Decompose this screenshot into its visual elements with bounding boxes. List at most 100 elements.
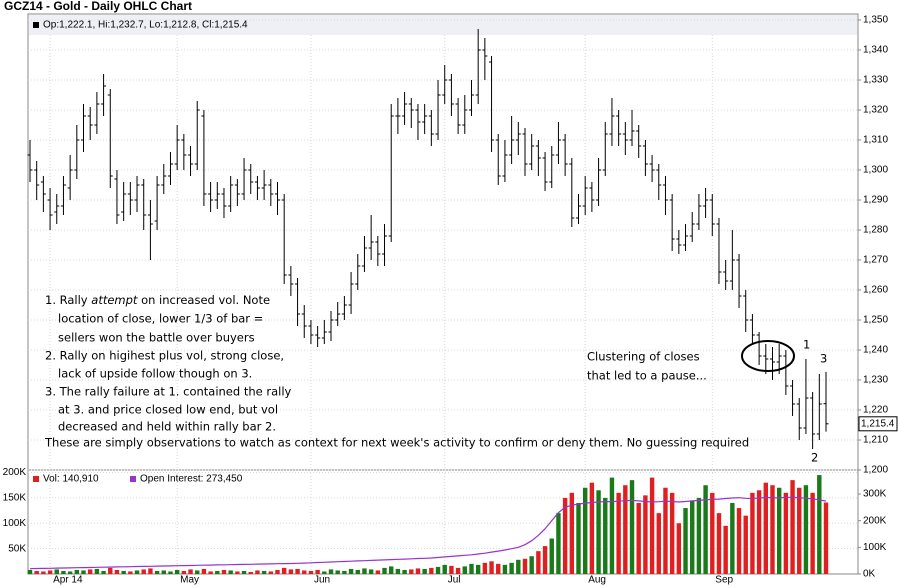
- volume-bar: [723, 525, 728, 574]
- legend-icon: [33, 22, 39, 28]
- volume-bar: [302, 570, 307, 574]
- volume-bar: [261, 570, 267, 574]
- volume-bar: [389, 566, 394, 574]
- volume-bar: [797, 487, 802, 574]
- volume-bar: [475, 564, 481, 574]
- volume-bar: [776, 487, 782, 574]
- y-tick-label: 1,260: [863, 285, 888, 296]
- volume-bar: [34, 570, 39, 574]
- volume-bar: [121, 570, 126, 574]
- volume-bar: [54, 569, 59, 574]
- marker-label: 3: [820, 352, 827, 366]
- volume-bar: [823, 502, 829, 574]
- y-tick-label: 1,330: [863, 75, 888, 86]
- volume-bar: [161, 570, 166, 574]
- volume-bar: [382, 567, 387, 574]
- volume-bar: [790, 480, 795, 574]
- volume-bar: [542, 546, 548, 574]
- volume-bar: [168, 571, 173, 574]
- volume-bar: [763, 482, 768, 574]
- volume-bar: [74, 569, 80, 574]
- volume-bar: [636, 502, 641, 574]
- volume-bar: [241, 570, 247, 574]
- volume-bar: [295, 568, 300, 574]
- volume-bar: [288, 569, 294, 574]
- y-tick-label: 1,340: [863, 45, 888, 56]
- x-tick-label: Aug: [588, 575, 606, 586]
- volume-bar: [810, 492, 815, 574]
- volume-bar: [362, 568, 367, 574]
- x-tick-label: Jul: [448, 575, 461, 586]
- volume-bar: [348, 568, 354, 574]
- volume-bar: [322, 571, 327, 574]
- y-tick-label: 1,240: [863, 345, 888, 356]
- open-interest-line: [29, 496, 827, 570]
- volume-bar: [61, 570, 66, 574]
- volume-bar: [656, 513, 661, 574]
- annotation: sellers won the battle over buyers: [58, 331, 255, 345]
- volume-bar: [496, 563, 501, 574]
- volume-bar: [181, 570, 187, 574]
- volume-bar: [623, 485, 628, 574]
- volume-bar: [736, 508, 742, 574]
- volume-bar: [402, 569, 407, 574]
- volume-bar: [743, 515, 748, 574]
- volume-bar: [328, 569, 334, 574]
- volume-bar: [248, 571, 253, 574]
- volume-bar: [783, 492, 789, 574]
- volume-bar: [308, 570, 314, 574]
- y-tick-label: 1,210: [863, 435, 888, 446]
- volume-bar: [643, 495, 648, 574]
- volume-bar: [529, 556, 534, 574]
- volume-bar: [154, 570, 160, 574]
- volume-bar: [756, 490, 762, 574]
- x-tick-label: Jun: [314, 575, 330, 586]
- volume-bar: [108, 567, 113, 574]
- volume-bar: [395, 568, 401, 574]
- annotation-part: attempt: [91, 293, 138, 307]
- volume-bar: [462, 566, 467, 574]
- volume-bar: [703, 485, 708, 574]
- volume-bar: [683, 508, 688, 574]
- annotation-part: on increased vol. Note: [137, 293, 270, 307]
- volume-bar: [616, 492, 621, 574]
- y2-tick-label: 100K: [863, 542, 887, 553]
- volume-bar: [134, 570, 140, 574]
- last-price-box: [858, 416, 898, 432]
- volume-bar: [482, 562, 488, 574]
- annotation: 3. The rally failure at 1. contained the…: [45, 385, 292, 399]
- volume-bar: [710, 492, 715, 574]
- annotation: decreased and held within rally bar 2.: [58, 420, 276, 434]
- y-tick-label: 1,220: [863, 405, 888, 416]
- annotation: location of close, lower 1/3 of bar =: [58, 312, 263, 326]
- annotations: 1. Rally attempt on increased vol. Note …: [44, 293, 827, 465]
- annotation: 2. Rally on higihest plus vol, strong cl…: [45, 349, 284, 363]
- y-tick-label: 1,350: [863, 15, 888, 26]
- volume-bar: [696, 497, 702, 574]
- volume-bar: [549, 538, 554, 574]
- volume-bar: [235, 571, 240, 574]
- volume-bar: [148, 568, 153, 574]
- y-tick-label: 1,300: [863, 165, 888, 176]
- cluster-circle: [741, 340, 795, 372]
- annotation-part: 1. Rally: [45, 293, 91, 307]
- volume-bar: [409, 569, 414, 574]
- volume-bar: [817, 475, 822, 574]
- volume-bar: [88, 569, 93, 574]
- annotation: lack of upside follow though on 3.: [58, 367, 252, 381]
- annotation: These are simply observations to watch a…: [44, 436, 749, 450]
- y-tick-label: 1,230: [863, 375, 888, 386]
- volume-bar: [516, 559, 521, 574]
- volume-bar: [67, 571, 73, 574]
- volume-bar: [375, 570, 381, 574]
- volume-bar: [208, 571, 213, 574]
- volume-bar: [141, 569, 146, 574]
- volume-bar: [174, 569, 180, 574]
- volume-bar: [569, 492, 575, 574]
- volume-bar: [663, 487, 668, 574]
- volume-bar: [589, 482, 595, 574]
- y-tick-label: 100K: [3, 518, 27, 529]
- legend-icon: [33, 476, 39, 482]
- volume-bar: [502, 564, 508, 574]
